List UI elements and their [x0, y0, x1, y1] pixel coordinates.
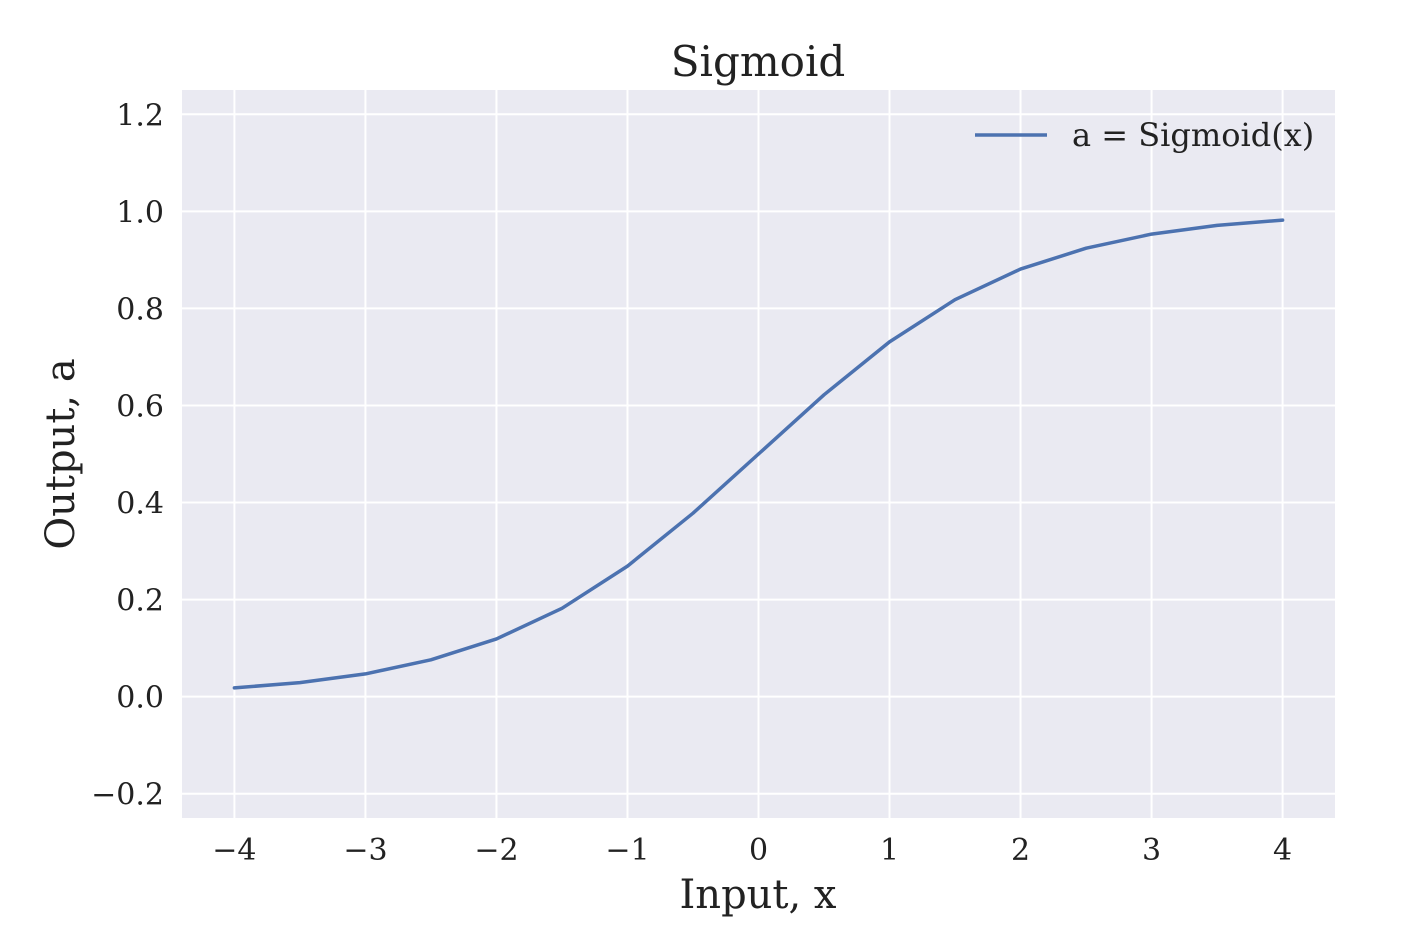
y-tick-label: −0.2 [91, 778, 164, 813]
x-tick-label: 4 [1273, 833, 1292, 868]
x-tick-label: 1 [880, 833, 899, 868]
y-tick-label: 1.0 [116, 195, 164, 230]
chart-title: Sigmoid [671, 37, 846, 86]
x-tick-label: −1 [605, 833, 649, 868]
legend-label: a = Sigmoid(x) [1072, 116, 1314, 154]
y-tick-label: 0.0 [116, 681, 164, 716]
y-axis-label: Output, a [38, 358, 84, 549]
x-tick-label: −4 [212, 833, 256, 868]
x-tick-label: 0 [749, 833, 768, 868]
x-tick-label: 3 [1142, 833, 1161, 868]
y-tick-label: 1.2 [116, 98, 164, 133]
y-tick-label: 0.8 [116, 292, 164, 327]
y-tick-label: 0.6 [116, 389, 164, 424]
series-line [232, 218, 1285, 690]
x-tick-labels: −4 −3 −2 −1 0 1 2 3 4 [212, 833, 1292, 868]
legend: a = Sigmoid(x) [975, 116, 1314, 154]
x-tick-label: −3 [343, 833, 387, 868]
series-group [232, 218, 1285, 690]
y-tick-label: 0.4 [116, 487, 164, 522]
x-axis-label: Input, x [680, 872, 837, 918]
grid-lines [182, 90, 1335, 818]
y-tick-label: 0.2 [116, 584, 164, 619]
x-tick-label: −2 [474, 833, 518, 868]
x-tick-label: 2 [1011, 833, 1030, 868]
y-tick-labels: −0.2 0.0 0.2 0.4 0.6 0.8 1.0 1.2 [91, 98, 164, 812]
